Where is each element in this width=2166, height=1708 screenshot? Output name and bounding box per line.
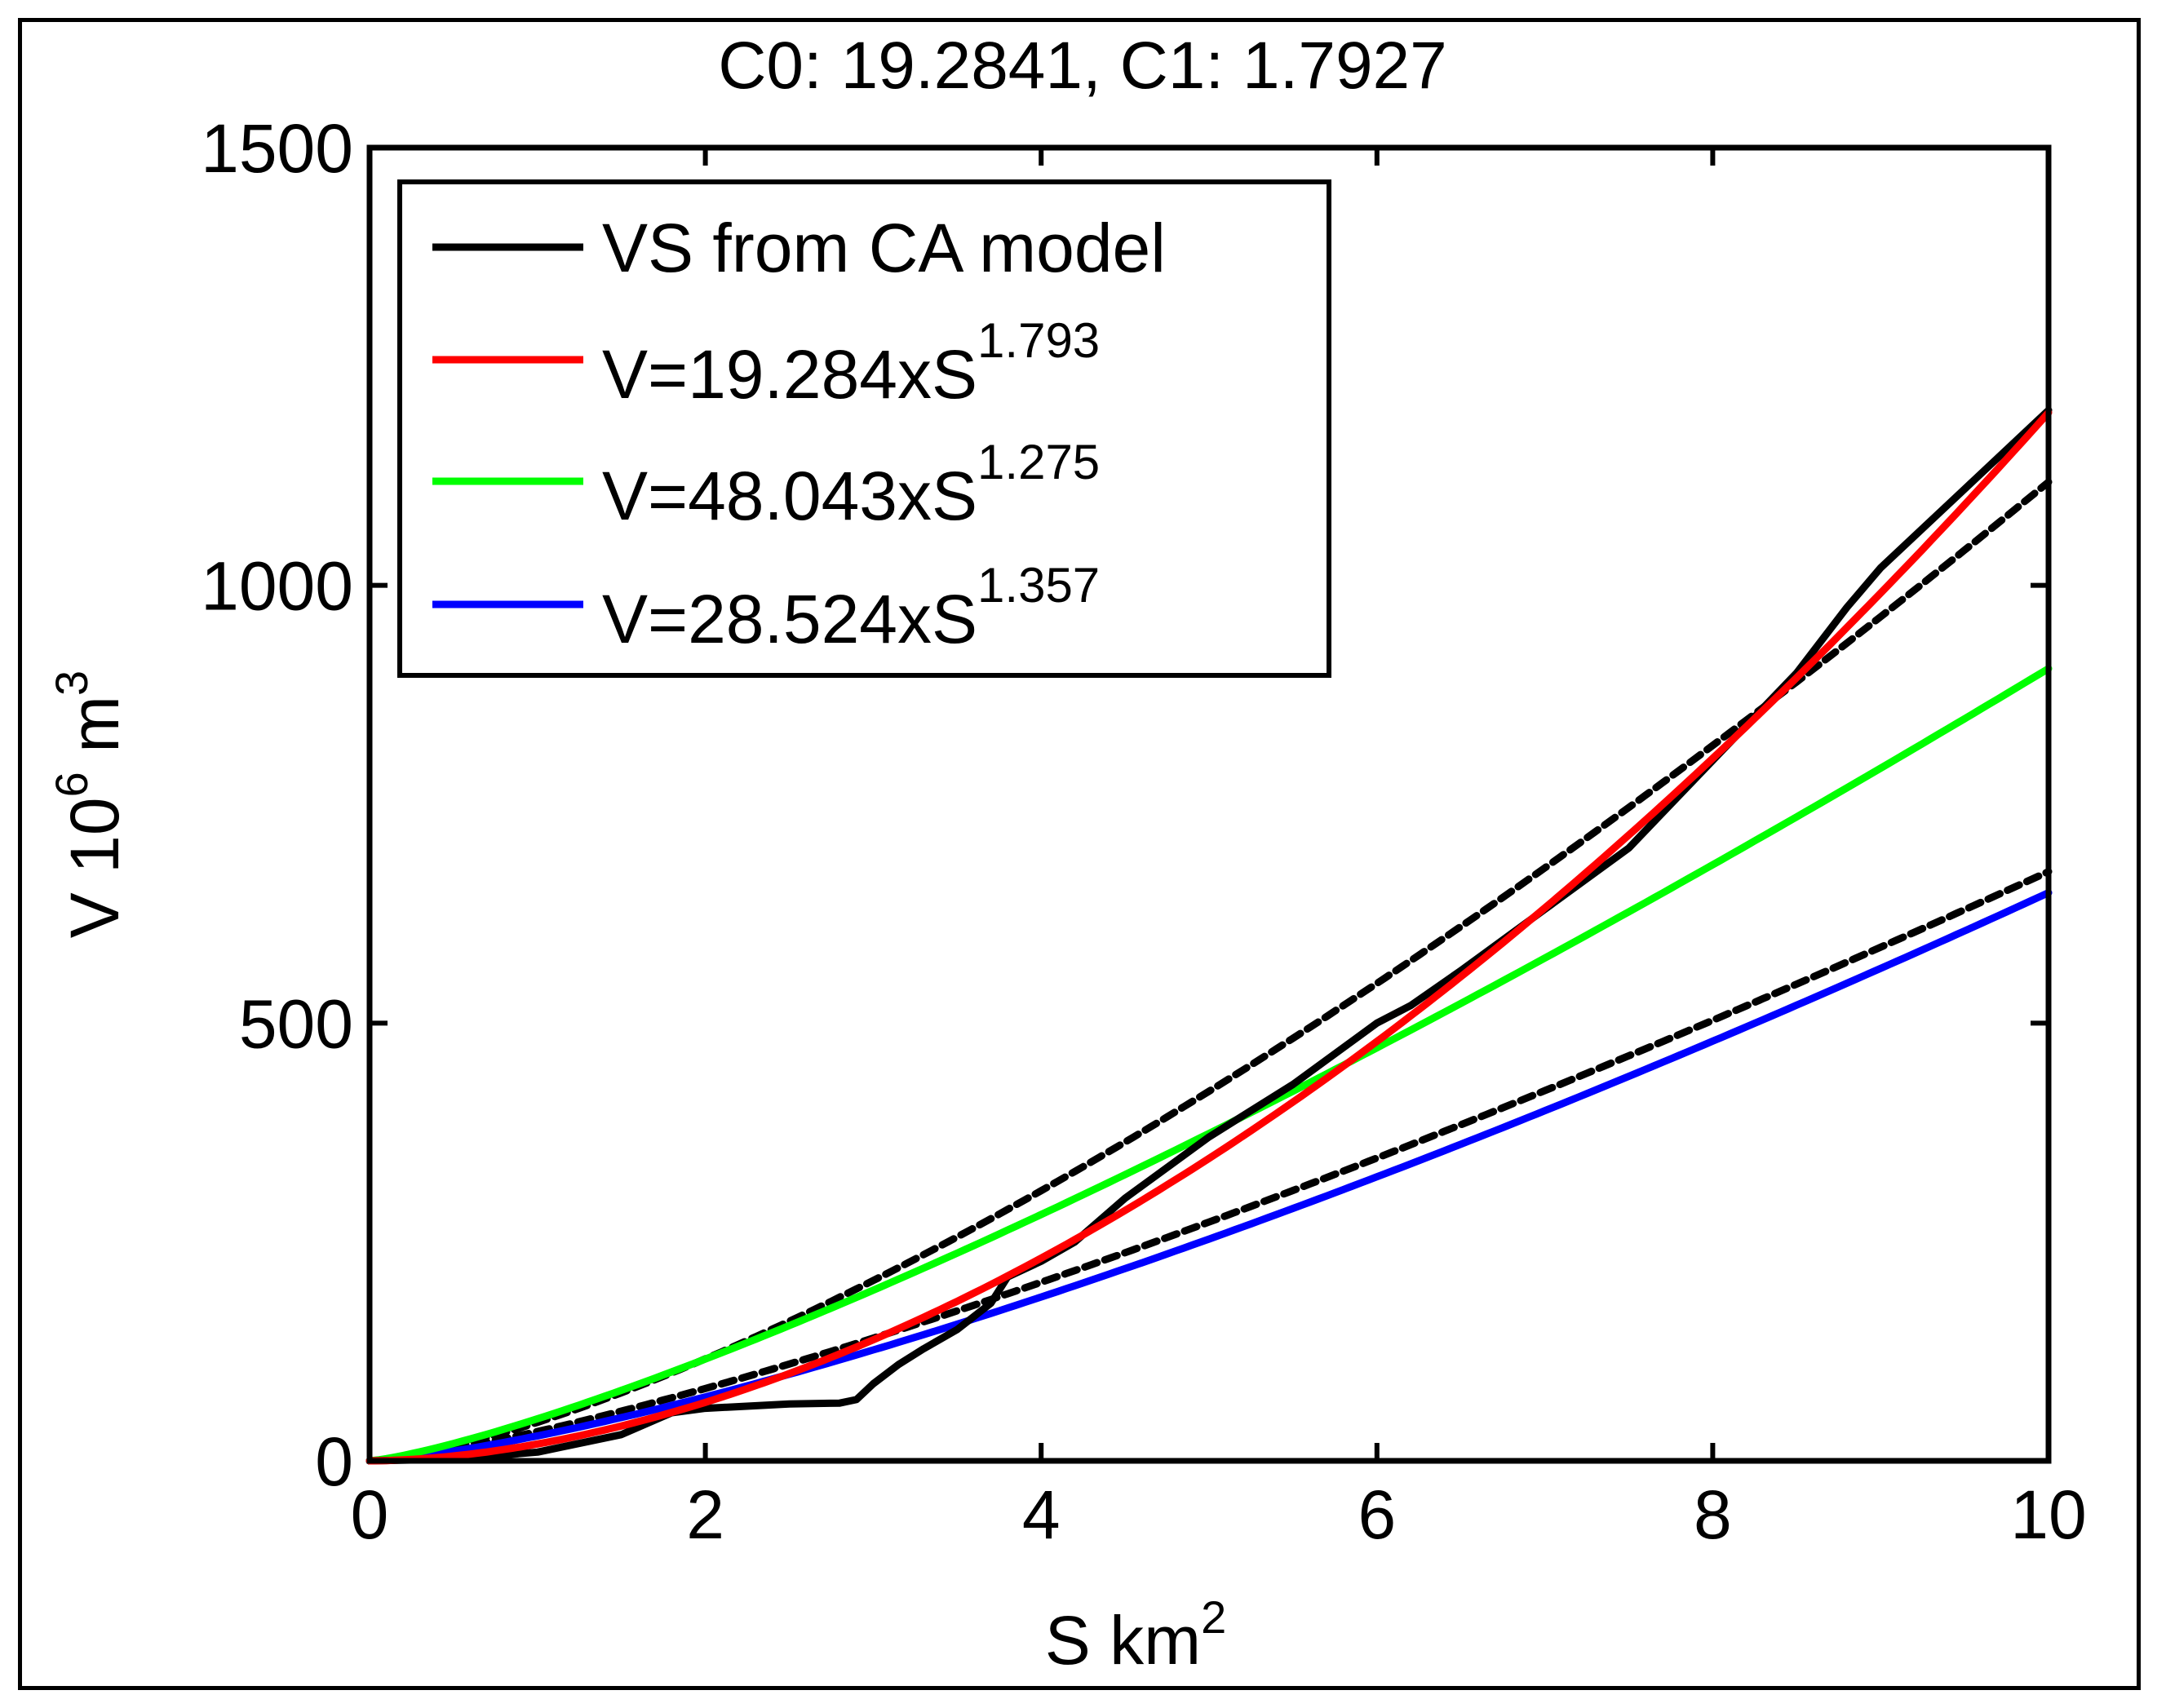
x-tick-label: 6 xyxy=(1358,1476,1396,1553)
x-tick-label: 8 xyxy=(1694,1476,1732,1553)
x-axis-label-sup: 2 xyxy=(1201,1591,1226,1643)
legend-label-ca: VS from CA model xyxy=(602,210,1166,286)
y-axis-label-sup2: 3 xyxy=(46,670,97,696)
legend-label-green: V=48.043xS1.275 xyxy=(602,435,1100,534)
plot-area-border xyxy=(366,144,2052,1464)
y-axis-label-base: V 10 xyxy=(56,797,133,938)
plot-lines xyxy=(365,406,2053,1465)
legend: VS from CA model V=19.284xS1.793 V=48.04… xyxy=(397,179,1331,678)
x-tick-label: 10 xyxy=(2010,1476,2086,1553)
series-line-v-48-043xs-1-275 xyxy=(365,665,2053,1465)
x-axis-label-base: S km xyxy=(1045,1602,1201,1679)
chart-title: C0: 19.2841, C1: 1.7927 xyxy=(718,29,1447,103)
legend-label-blue: V=28.524xS1.357 xyxy=(602,558,1100,657)
x-tick-label: 2 xyxy=(686,1476,724,1553)
y-tick-label: 0 xyxy=(315,1423,353,1500)
series-line-lower-bound xyxy=(365,868,2053,1465)
y-tick-label: 1500 xyxy=(201,110,353,187)
y-tick-label: 500 xyxy=(239,985,353,1062)
y-axis-label: V 106 m3 xyxy=(46,670,133,938)
x-tick-label: 0 xyxy=(351,1476,389,1553)
legend-label-red: V=19.284xS1.793 xyxy=(602,313,1100,413)
x-tick-label: 4 xyxy=(1022,1476,1061,1553)
x-axis-label: S km2 xyxy=(1045,1591,1227,1679)
y-axis-label-sup1: 6 xyxy=(46,772,97,797)
axis-ticks: 0 2 4 6 8 10 0 500 1000 1500 xyxy=(201,110,2087,1553)
y-tick-label: 1000 xyxy=(201,548,353,625)
series-line-v-28-524xs-1-357 xyxy=(365,889,2053,1465)
y-axis-label-mid: m xyxy=(56,696,133,772)
legend-box xyxy=(397,179,1331,678)
series-line-v-19-284xs-1-793 xyxy=(365,409,2053,1465)
